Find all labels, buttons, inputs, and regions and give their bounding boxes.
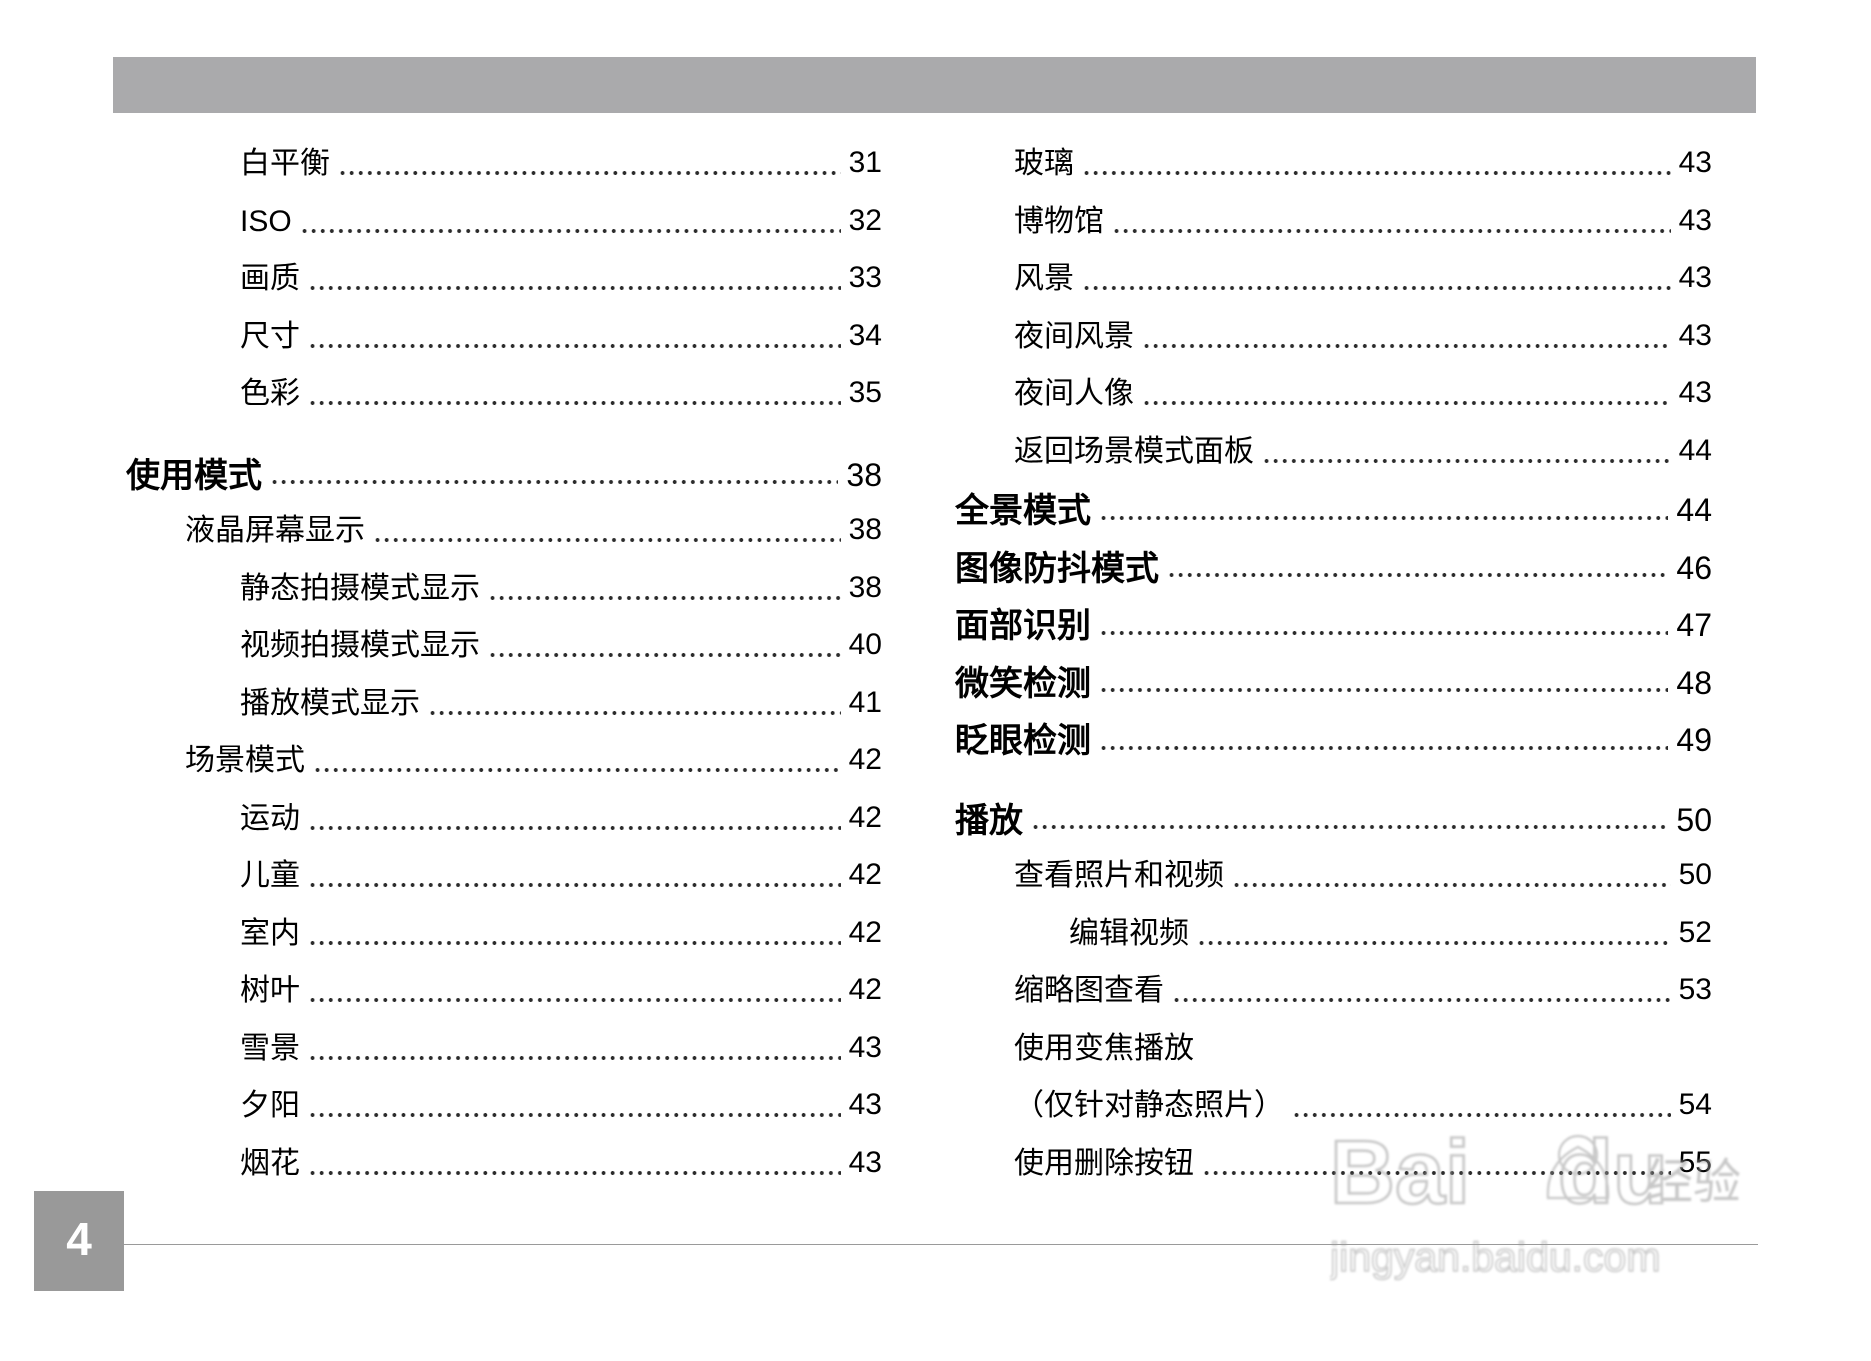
- svg-text:Bai: Bai: [1330, 1123, 1470, 1223]
- svg-text:jingyan.baidu.com: jingyan.baidu.com: [1330, 1234, 1660, 1280]
- svg-text:经验: 经验: [1645, 1156, 1741, 1209]
